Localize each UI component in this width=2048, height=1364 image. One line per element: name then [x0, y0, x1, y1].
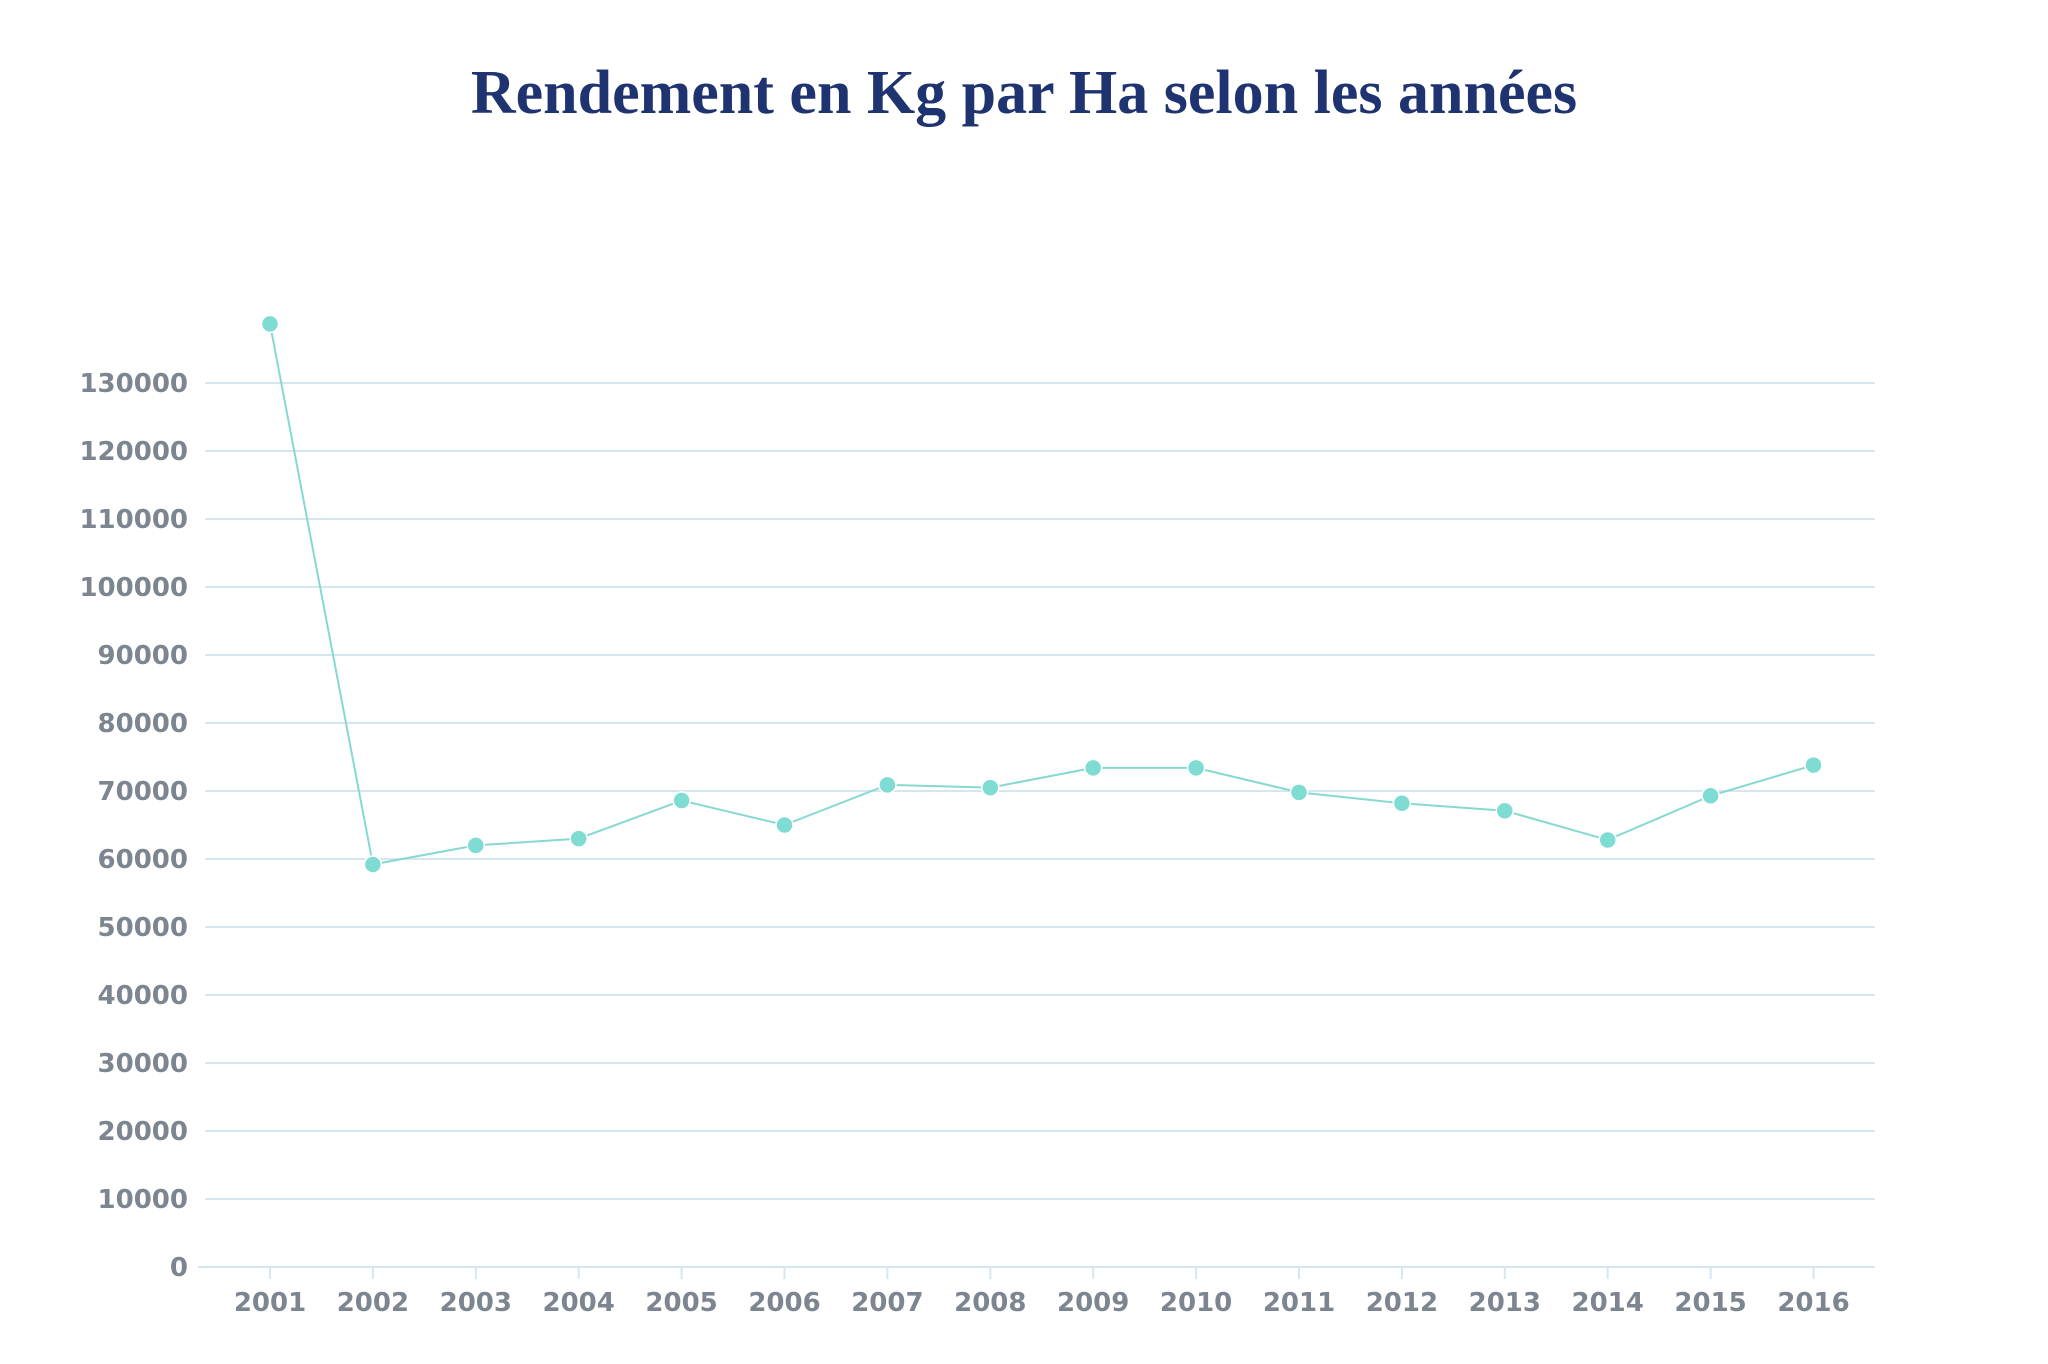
data-point — [1495, 801, 1515, 820]
y-tick-label: 10000 — [98, 1185, 188, 1215]
series-line — [269, 323, 1814, 866]
y-tick-label: 0 — [170, 1253, 188, 1283]
data-point — [1598, 830, 1617, 850]
data-point — [260, 314, 280, 334]
y-axis-tick-labels: 0 10000 20000 30000 40000 50000 60000 70000 8000… — [79, 369, 188, 1283]
x-tick-label: 2011 — [1263, 1288, 1335, 1318]
data-point — [466, 836, 486, 855]
y-tick-label: 70000 — [98, 777, 188, 807]
data-point — [981, 778, 1000, 797]
y-tick-label: 50000 — [98, 913, 188, 943]
data-point — [1186, 758, 1206, 778]
y-tick-label: 110000 — [79, 505, 188, 535]
data-point — [1804, 755, 1823, 775]
x-axis-tick-labels: 2001 2002 2003 2004 2005 2006 2007 2008 2009 2010… — [234, 1288, 1850, 1318]
data-point — [363, 855, 383, 874]
x-tick-label: 2013 — [1469, 1288, 1541, 1318]
x-axis — [198, 1266, 1875, 1279]
x-tick-label: 2016 — [1777, 1288, 1849, 1318]
data-point — [1392, 793, 1412, 813]
y-tick-label: 80000 — [98, 709, 188, 739]
y-tick-label: 40000 — [98, 981, 188, 1011]
x-tick-label: 2008 — [954, 1288, 1026, 1318]
y-tick-label: 130000 — [79, 369, 188, 399]
data-series — [260, 314, 1823, 874]
x-tick-label: 2005 — [645, 1288, 717, 1318]
x-tick-label: 2014 — [1572, 1288, 1644, 1318]
x-tick-label: 2015 — [1674, 1288, 1746, 1318]
y-tick-label: 60000 — [98, 845, 188, 875]
chart-title: Rendement en Kg par Ha selon les années — [470, 59, 1578, 127]
y-tick-label: 30000 — [98, 1049, 188, 1079]
x-tick-label: 2007 — [851, 1288, 923, 1318]
y-tick-label: 20000 — [98, 1117, 188, 1147]
data-point — [1083, 758, 1103, 778]
x-tick-label: 2006 — [748, 1288, 820, 1318]
gridlines — [205, 382, 1875, 1200]
y-tick-label: 90000 — [98, 641, 188, 671]
x-tick-label: 2009 — [1057, 1288, 1129, 1318]
data-point — [569, 829, 588, 848]
data-point — [1289, 783, 1309, 802]
x-tick-label: 2012 — [1366, 1288, 1438, 1318]
x-tick-label: 2004 — [543, 1288, 615, 1318]
x-tick-label: 2002 — [337, 1288, 409, 1318]
x-tick-label: 2001 — [234, 1288, 306, 1318]
x-tick-label: 2003 — [440, 1288, 512, 1318]
x-tick-label: 2010 — [1160, 1288, 1232, 1318]
data-point — [775, 815, 794, 835]
y-tick-label: 100000 — [79, 573, 188, 603]
data-point — [1701, 786, 1720, 806]
data-point — [672, 791, 691, 810]
y-tick-label: 120000 — [79, 437, 188, 467]
data-point — [878, 775, 897, 795]
